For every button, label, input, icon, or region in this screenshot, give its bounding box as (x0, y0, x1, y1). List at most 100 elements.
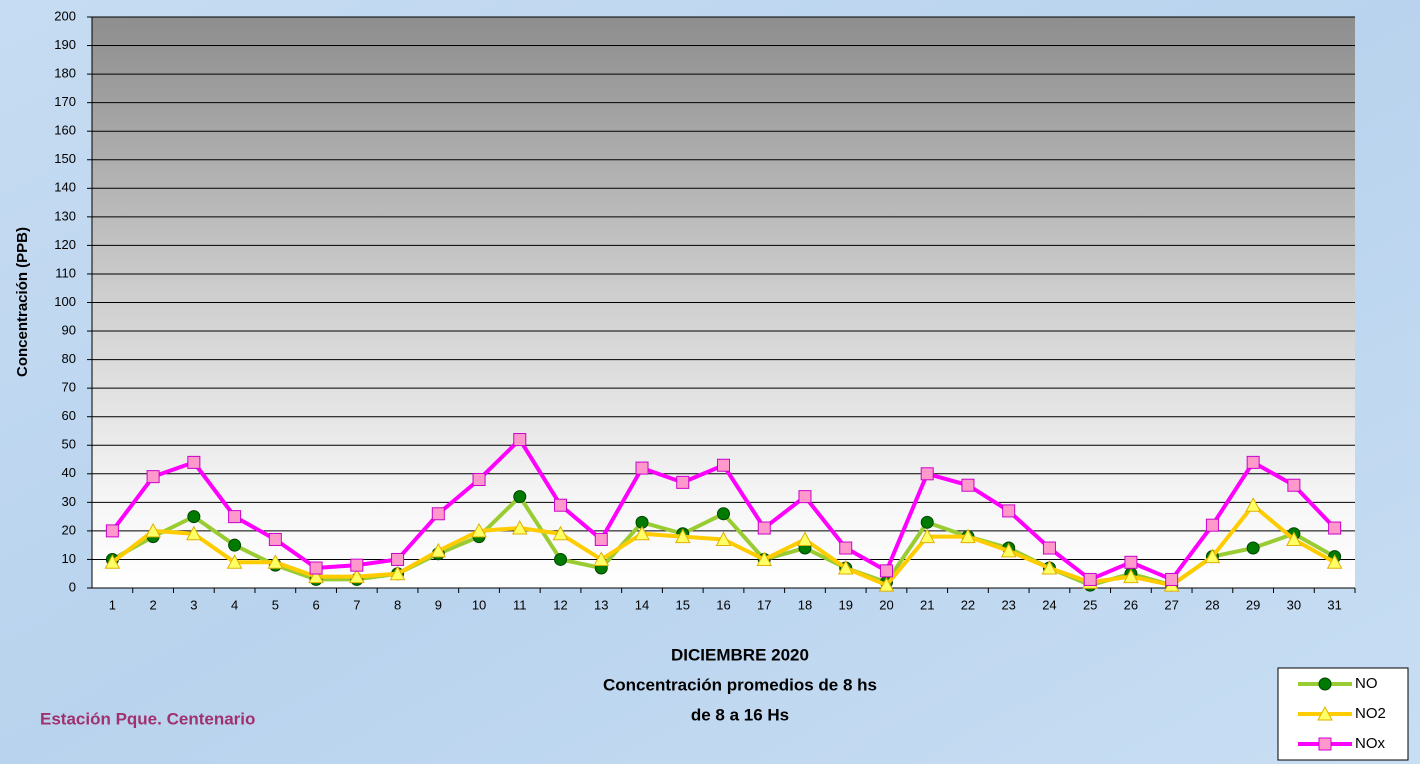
data-point (1043, 542, 1055, 554)
x-tick-label: 12 (553, 597, 567, 612)
x-tick-label: 21 (920, 597, 934, 612)
x-tick-label: 4 (231, 597, 238, 612)
y-tick-label: 140 (54, 180, 76, 195)
x-tick-label: 20 (879, 597, 893, 612)
x-tick-label: 27 (1164, 597, 1178, 612)
data-point (514, 434, 526, 446)
data-point (1329, 522, 1341, 534)
legend-label: NO2 (1355, 705, 1386, 722)
data-point (1288, 479, 1300, 491)
data-point (310, 562, 322, 574)
x-tick-label: 30 (1287, 597, 1301, 612)
legend-label: NO (1355, 675, 1378, 692)
y-tick-label: 160 (54, 123, 76, 138)
data-point (432, 508, 444, 520)
x-tick-label: 11 (513, 597, 527, 612)
y-tick-label: 10 (62, 551, 76, 566)
legend-marker (1319, 678, 1331, 690)
y-tick-label: 30 (62, 494, 76, 509)
data-point (1206, 519, 1218, 531)
y-tick-label: 90 (62, 322, 76, 337)
data-point (1247, 542, 1259, 554)
y-tick-label: 190 (54, 37, 76, 52)
x-tick-label: 1 (109, 597, 116, 612)
y-tick-label: 50 (62, 437, 76, 452)
legend-label: NOx (1355, 735, 1386, 752)
data-point (718, 508, 730, 520)
x-tick-label: 2 (149, 597, 156, 612)
x-tick-label: 23 (1001, 597, 1015, 612)
x-tick-label: 7 (353, 597, 360, 612)
x-tick-label: 10 (472, 597, 486, 612)
x-tick-label: 25 (1083, 597, 1097, 612)
data-point (392, 553, 404, 565)
x-tick-label: 28 (1205, 597, 1219, 612)
data-point (188, 456, 200, 468)
x-tick-label: 16 (716, 597, 730, 612)
data-point (921, 516, 933, 528)
x-tick-label: 31 (1327, 597, 1341, 612)
data-point (1247, 456, 1259, 468)
x-tick-label: 14 (635, 597, 649, 612)
x-tick-label: 3 (190, 597, 197, 612)
y-tick-label: 60 (62, 408, 76, 423)
x-tick-label: 22 (961, 597, 975, 612)
data-point (555, 499, 567, 511)
data-point (677, 476, 689, 488)
data-point (636, 462, 648, 474)
data-point (718, 459, 730, 471)
x-tick-label: 8 (394, 597, 401, 612)
x-tick-label: 9 (435, 597, 442, 612)
legend-marker (1319, 738, 1331, 750)
x-tick-label: 19 (838, 597, 852, 612)
data-point (188, 511, 200, 523)
data-point (229, 511, 241, 523)
x-tick-label: 26 (1124, 597, 1138, 612)
data-point (595, 533, 607, 545)
x-tick-label: 17 (757, 597, 771, 612)
y-tick-label: 100 (54, 294, 76, 309)
x-tick-label: 13 (594, 597, 608, 612)
data-point (921, 468, 933, 480)
y-tick-label: 20 (62, 522, 76, 537)
data-point (880, 565, 892, 577)
data-point (840, 542, 852, 554)
data-point (351, 559, 363, 571)
y-tick-label: 150 (54, 151, 76, 166)
y-tick-label: 70 (62, 380, 76, 395)
data-point (799, 491, 811, 503)
data-point (1125, 556, 1137, 568)
x-tick-label: 18 (798, 597, 812, 612)
data-point (106, 525, 118, 537)
x-tick-label: 24 (1042, 597, 1056, 612)
x-axis-title: DICIEMBRE 2020 (671, 645, 809, 664)
x-axis-title: de 8 a 16 Hs (691, 705, 789, 724)
y-tick-label: 110 (55, 265, 76, 280)
data-point (1166, 573, 1178, 585)
y-tick-label: 0 (69, 579, 76, 594)
y-axis-label: Concentración (PPB) (14, 227, 31, 377)
chart: Concentración (PPB) DICIEMBRE 2020 Conce… (0, 0, 1420, 764)
y-tick-label: 80 (62, 351, 76, 366)
data-point (473, 474, 485, 486)
y-tick-label: 120 (54, 237, 76, 252)
y-tick-label: 180 (54, 66, 76, 81)
data-point (555, 553, 567, 565)
data-point (514, 491, 526, 503)
station-label: Estación Pque. Centenario (40, 709, 255, 728)
x-axis-title: Concentración promedios de 8 hs (603, 675, 877, 694)
x-tick-label: 15 (676, 597, 690, 612)
data-point (758, 522, 770, 534)
y-tick-label: 40 (62, 465, 76, 480)
y-tick-label: 170 (54, 94, 76, 109)
y-tick-label: 130 (54, 208, 76, 223)
data-point (1003, 505, 1015, 517)
x-tick-label: 5 (272, 597, 279, 612)
data-point (269, 533, 281, 545)
x-tick-label: 6 (312, 597, 319, 612)
y-tick-label: 200 (54, 8, 76, 23)
data-point (147, 471, 159, 483)
data-point (1084, 573, 1096, 585)
x-tick-label: 29 (1246, 597, 1260, 612)
data-point (962, 479, 974, 491)
